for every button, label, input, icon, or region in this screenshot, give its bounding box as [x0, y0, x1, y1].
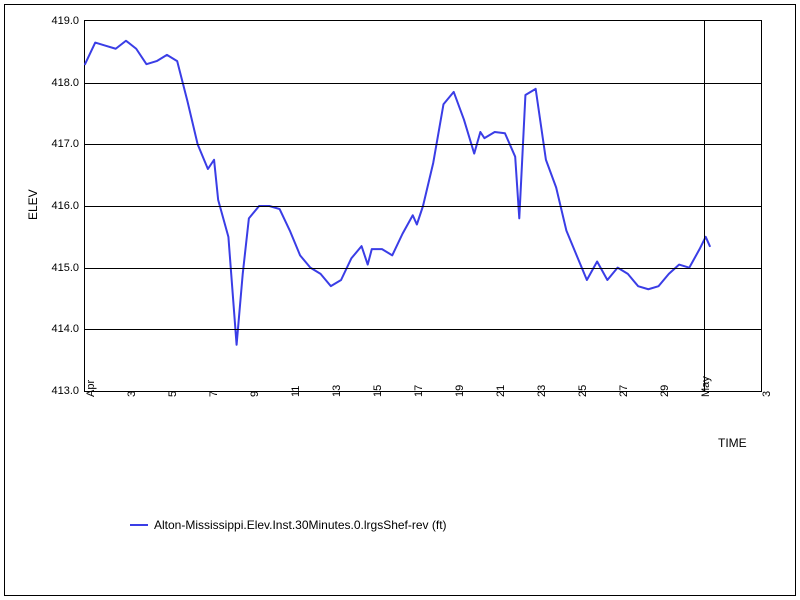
- gridline-h: [85, 144, 761, 145]
- legend-text: Alton-Mississippi.Elev.Inst.30Minutes.0.…: [154, 518, 447, 532]
- x-tick-label: May: [700, 376, 712, 397]
- chart-canvas: ELEV TIME 413.0414.0415.0416.0417.0418.0…: [0, 0, 800, 600]
- y-tick-label: 413.0: [51, 385, 85, 397]
- y-axis-title: ELEV: [26, 189, 40, 220]
- gridline-h: [85, 83, 761, 84]
- x-tick-label: 27: [618, 385, 630, 397]
- x-tick-label: 19: [454, 385, 466, 397]
- x-tick-label: 3: [126, 391, 138, 397]
- x-tick-label: Apr: [85, 380, 97, 397]
- gridline-h: [85, 206, 761, 207]
- x-tick-label: 15: [372, 385, 384, 397]
- legend: Alton-Mississippi.Elev.Inst.30Minutes.0.…: [130, 518, 447, 532]
- y-tick-label: 415.0: [51, 262, 85, 274]
- x-tick-label: 13: [331, 385, 343, 397]
- x-tick-label: 21: [495, 385, 507, 397]
- x-tick-label: 11: [290, 386, 302, 397]
- gridline-h: [85, 329, 761, 330]
- x-tick-label: 17: [413, 385, 425, 397]
- x-tick-label: 9: [249, 391, 261, 397]
- series-line: [85, 41, 710, 345]
- legend-swatch: [130, 524, 148, 526]
- x-tick-label: 3: [761, 391, 773, 397]
- y-tick-label: 419.0: [51, 15, 85, 27]
- x-axis-title: TIME: [718, 436, 747, 450]
- y-tick-label: 416.0: [51, 200, 85, 212]
- plot-area: 413.0414.0415.0416.0417.0418.0419.0Apr35…: [84, 20, 762, 392]
- y-tick-label: 417.0: [51, 138, 85, 150]
- x-tick-label: 25: [577, 385, 589, 397]
- y-tick-label: 418.0: [51, 77, 85, 89]
- y-tick-label: 414.0: [51, 323, 85, 335]
- x-tick-label: 7: [208, 391, 220, 397]
- x-tick-label: 23: [536, 385, 548, 397]
- gridline-h: [85, 268, 761, 269]
- x-tick-label: 5: [167, 391, 179, 397]
- x-tick-label: 29: [659, 385, 671, 397]
